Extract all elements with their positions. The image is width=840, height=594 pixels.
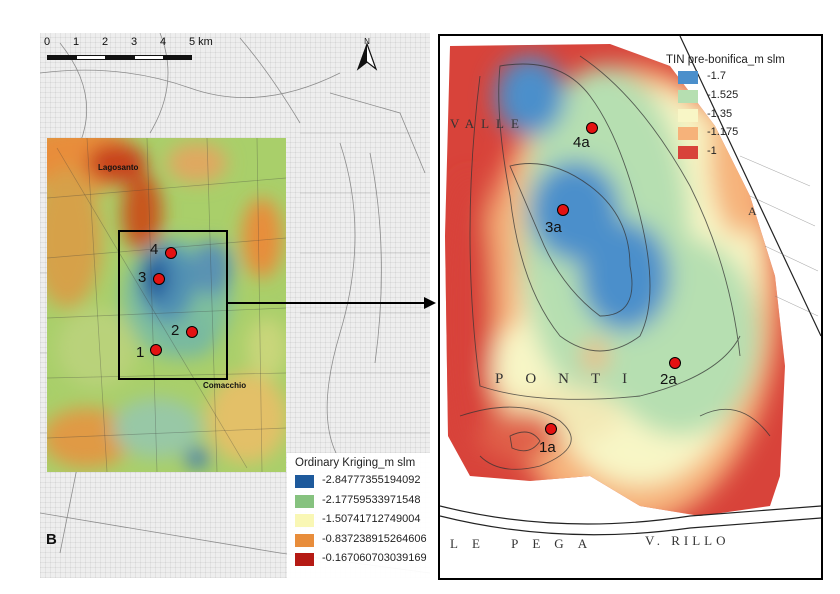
legend-title: TIN pre-bonifica_m slm xyxy=(666,54,785,66)
connector-arrow xyxy=(228,297,436,309)
map-text-v-rillo: V. RILLO xyxy=(645,533,730,548)
tin-legend: TIN pre-bonifica_m slm -1.7 -1.525 -1.35… xyxy=(650,52,815,164)
point-label: 4a xyxy=(573,134,590,151)
legend-label: -0.167060703039169 xyxy=(322,552,427,564)
point-label: 4 xyxy=(150,241,159,258)
scale-tick-3: 3 xyxy=(131,36,138,48)
legend-label: -1.525 xyxy=(707,89,739,101)
sample-point-4[interactable] xyxy=(165,247,177,259)
legend-swatch xyxy=(678,146,698,159)
scale-tick-4: 4 xyxy=(160,36,167,48)
legend-swatch xyxy=(295,553,314,566)
legend-swatch xyxy=(295,475,314,488)
scale-segment xyxy=(105,55,134,60)
legend-title: Ordinary Kriging_m slm xyxy=(295,457,416,469)
point-label: 1 xyxy=(136,344,145,361)
point-label: 2a xyxy=(660,371,677,388)
scale-tick-2: 2 xyxy=(102,36,109,48)
legend-label: -0.837238915264606 xyxy=(322,533,427,545)
scale-segment xyxy=(134,55,164,60)
scale-tick-1: 1 xyxy=(73,36,80,48)
place-label-comacchio: Comacchio xyxy=(203,381,247,390)
legend-swatch xyxy=(678,109,698,122)
sample-point-1a[interactable] xyxy=(545,423,557,435)
scale-tick-5: 5 km xyxy=(189,36,213,48)
sample-point-1[interactable] xyxy=(150,344,162,356)
svg-text:N: N xyxy=(364,37,370,46)
sample-point-2a[interactable] xyxy=(669,357,681,369)
map-text-le-pega: LE PEGA xyxy=(450,536,602,551)
scale-segment xyxy=(163,55,192,60)
legend-label: -1 xyxy=(707,145,717,157)
sample-point-3a[interactable] xyxy=(557,204,569,216)
point-label: 3a xyxy=(545,219,562,236)
legend-label: -1.50741712749004 xyxy=(322,513,421,525)
legend-swatch xyxy=(678,127,698,140)
place-label-lagosanto: Lagosanto xyxy=(98,163,139,172)
panel-label: B xyxy=(46,531,57,548)
kriging-legend: Ordinary Kriging_m slm -2.84777355194092… xyxy=(287,453,437,583)
scale-bar: 0 1 2 3 4 5 km xyxy=(44,36,224,66)
legend-swatch xyxy=(295,534,314,547)
point-label: 3 xyxy=(138,269,147,286)
sample-point-4a[interactable] xyxy=(586,122,598,134)
legend-swatch xyxy=(678,71,698,84)
legend-label: -1.175 xyxy=(707,126,739,138)
sample-point-2[interactable] xyxy=(186,326,198,338)
scale-segment xyxy=(76,55,106,60)
legend-swatch xyxy=(295,495,314,508)
sample-point-3[interactable] xyxy=(153,273,165,285)
legend-swatch xyxy=(678,90,698,103)
legend-label: -2.17759533971548 xyxy=(322,494,421,506)
tin-surface xyxy=(440,36,821,578)
legend-label: -2.84777355194092 xyxy=(322,474,421,486)
scale-segment xyxy=(47,55,76,60)
legend-label: -1.7 xyxy=(707,70,726,82)
historic-map-panel: VALLE PONTI LE PEGA V. RILLO A xyxy=(438,34,823,580)
north-arrow-icon: N xyxy=(356,37,378,71)
point-label: 1a xyxy=(539,439,556,456)
study-area-box xyxy=(118,230,228,380)
kriging-raster xyxy=(47,138,286,472)
scale-tick-0: 0 xyxy=(44,36,51,48)
map-text-valle: VALLE xyxy=(450,116,526,131)
legend-label: -1.35 xyxy=(707,108,733,120)
point-label: 2 xyxy=(171,322,180,339)
map-text-ponti: PONTI xyxy=(495,371,650,387)
legend-swatch xyxy=(295,514,314,527)
map-text-a: A xyxy=(748,204,757,218)
